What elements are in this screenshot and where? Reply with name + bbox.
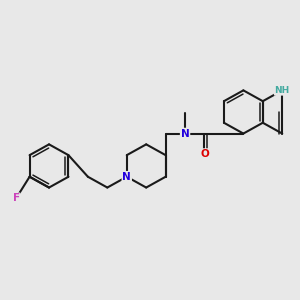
Text: O: O bbox=[200, 149, 209, 159]
Text: N: N bbox=[122, 172, 131, 182]
Text: F: F bbox=[13, 193, 20, 203]
Text: NH: NH bbox=[274, 86, 290, 95]
Text: N: N bbox=[181, 129, 189, 139]
